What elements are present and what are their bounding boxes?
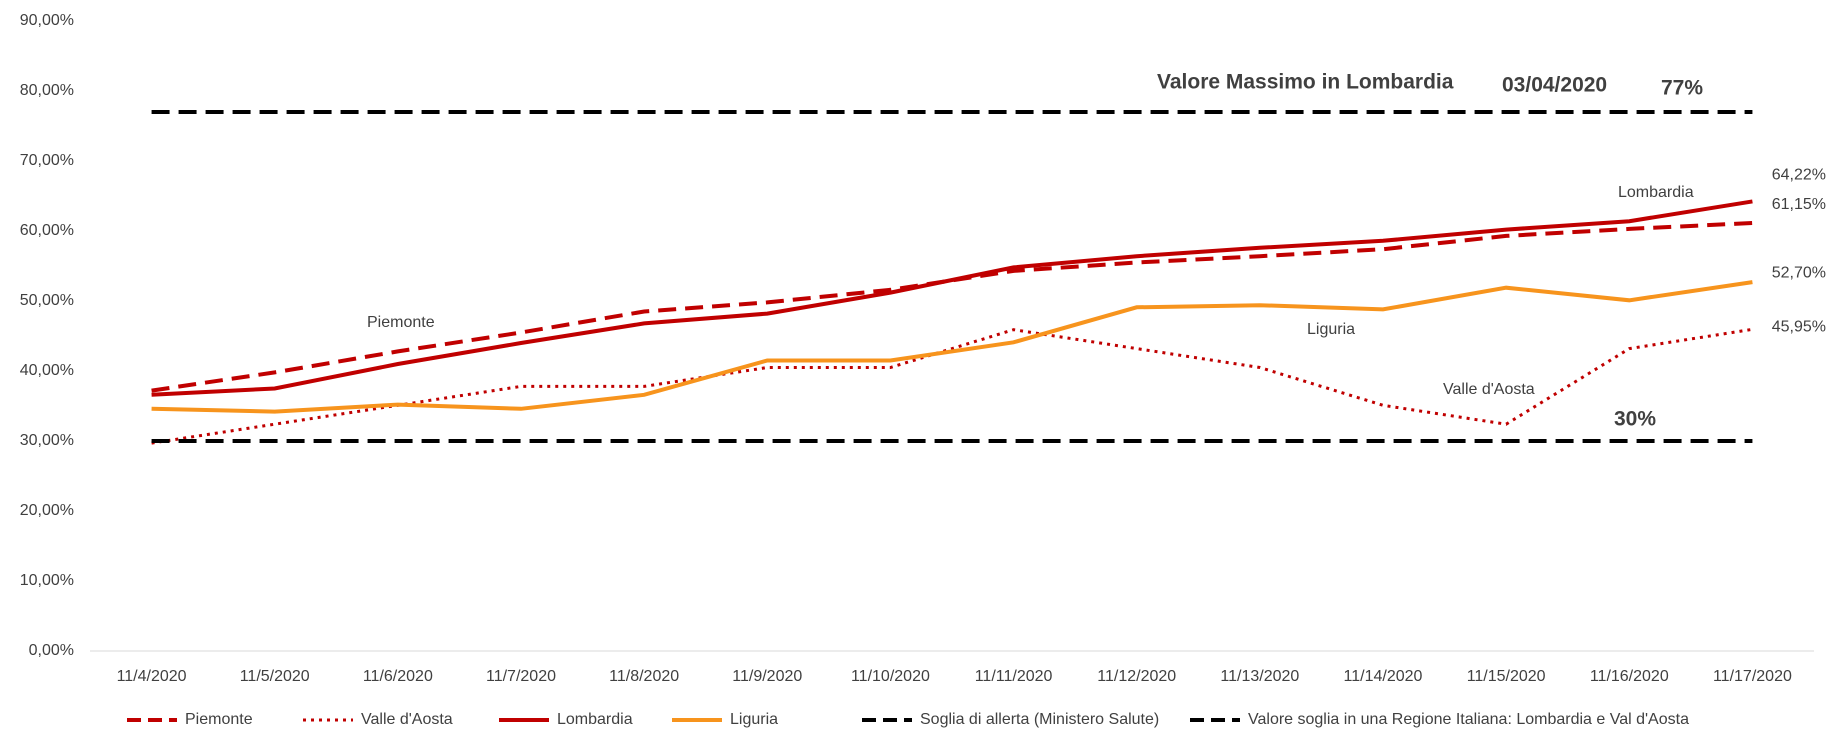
x-tick-label: 11/17/2020 (1713, 668, 1792, 685)
x-tick-label: 11/15/2020 (1467, 668, 1546, 685)
x-tick-label: 11/7/2020 (486, 668, 556, 685)
y-tick-label: 40,00% (20, 362, 74, 379)
annotation: Piemonte (367, 314, 435, 331)
legend-label: Liguria (730, 711, 778, 728)
y-tick-label: 80,00% (20, 82, 74, 99)
value-label: 61,15% (1772, 196, 1826, 213)
x-tick-label: 11/10/2020 (851, 668, 930, 685)
value-label: 52,70% (1772, 264, 1826, 281)
x-tick-label: 11/8/2020 (609, 668, 679, 685)
legend-label: Valle d'Aosta (361, 711, 453, 728)
annotation: Valore Massimo in Lombardia (1157, 71, 1454, 94)
annotation: Valle d'Aosta (1443, 381, 1535, 398)
y-tick-label: 0,00% (29, 642, 74, 659)
y-tick-label: 10,00% (20, 572, 74, 589)
y-tick-label: 60,00% (20, 222, 74, 239)
legend-label: Valore soglia in una Regione Italiana: L… (1248, 711, 1689, 728)
annotation: Lombardia (1618, 184, 1694, 201)
y-tick-label: 70,00% (20, 152, 74, 169)
y-tick-label: 90,00% (20, 12, 74, 29)
series-line (151, 280, 1753, 414)
y-tick-label: 50,00% (20, 292, 74, 309)
series-line (151, 199, 1753, 397)
x-tick-label: 11/12/2020 (1097, 668, 1176, 685)
value-label: 45,95% (1772, 319, 1826, 336)
x-tick-label: 11/5/2020 (240, 668, 310, 685)
x-tick-label: 11/4/2020 (117, 668, 187, 685)
y-tick-label: 30,00% (20, 432, 74, 449)
y-tick-label: 20,00% (20, 502, 74, 519)
annotation: 77% (1661, 77, 1703, 100)
legend-label: Piemonte (185, 711, 253, 728)
series-line (151, 327, 1753, 445)
x-tick-label: 11/9/2020 (732, 668, 802, 685)
series-line (151, 220, 1753, 393)
annotation: 03/04/2020 (1502, 74, 1607, 97)
x-tick-label: 11/6/2020 (363, 668, 433, 685)
x-tick-label: 11/16/2020 (1590, 668, 1669, 685)
value-label: 64,22% (1772, 167, 1826, 184)
x-tick-label: 11/13/2020 (1220, 668, 1299, 685)
annotation: Liguria (1307, 321, 1355, 338)
legend-label: Lombardia (557, 711, 633, 728)
legend-label: Soglia di allerta (Ministero Salute) (920, 711, 1159, 728)
x-tick-label: 11/14/2020 (1344, 668, 1423, 685)
annotation: 30% (1614, 408, 1656, 431)
x-tick-label: 11/11/2020 (975, 668, 1053, 685)
